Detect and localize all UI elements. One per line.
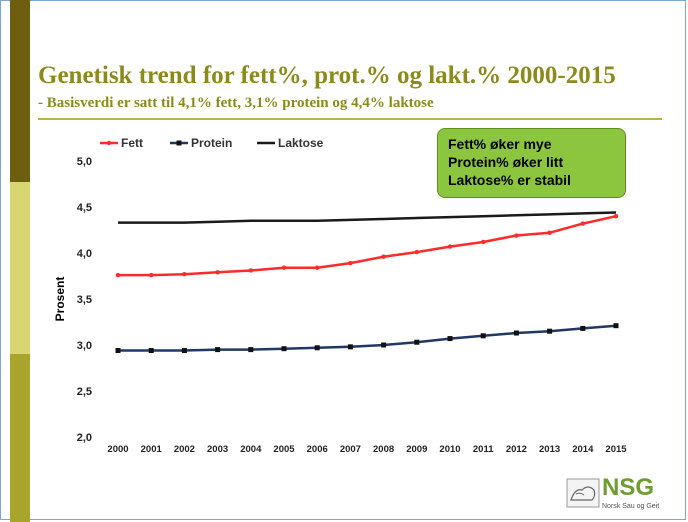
x-tick-label: 2004 [240,444,262,455]
y-tick-label: 3,0 [77,340,92,352]
data-point-protein [215,347,221,353]
data-point-protein [547,328,553,334]
title-divider [38,118,662,120]
callout-line-fett: Fett% øker mye [448,136,552,152]
data-point-protein [347,344,353,350]
data-point-protein [115,348,121,354]
series-line-laktose [118,211,617,224]
y-tick-label: 4,5 [77,202,92,214]
data-point-protein [414,339,420,345]
callout-box: Fett% øker mye Protein% øker litt Laktos… [437,128,626,198]
callout-line-protein: Protein% øker litt [448,154,564,170]
data-point-fett [613,214,619,219]
data-point-fett [547,230,552,235]
data-point-fett [348,260,353,266]
y-tick-label: 2,0 [77,432,92,444]
callout-line-laktose: Laktose% er stabil [448,172,571,188]
data-point-fett [447,244,453,249]
x-tick-label: 2014 [572,444,594,455]
data-point-fett [149,272,154,278]
data-point-fett [381,254,386,259]
x-tick-label: 2007 [340,444,361,455]
series-line-fett [118,214,617,277]
data-point-fett [414,249,419,255]
x-tick-label: 2001 [141,444,163,455]
x-tick-label: 2009 [406,444,427,455]
legend-marker-protein [176,140,182,146]
sidebar-band-bottom [10,354,30,522]
data-point-fett [481,239,486,245]
data-point-fett [115,272,121,278]
x-tick-label: 2015 [605,444,627,455]
legend-label-protein: Protein [191,136,232,150]
x-tick-label: 2003 [207,444,228,455]
data-point-fett [248,268,253,273]
logo-subtext: Norsk Sau og Geit [602,503,660,510]
y-tick-label: 2,5 [77,386,92,398]
data-point-protein [580,325,586,331]
legend-label-laktose: Laktose [278,136,324,150]
data-point-protein [148,348,154,354]
data-point-protein [513,330,519,336]
data-point-fett [182,271,187,277]
x-tick-label: 2000 [107,444,128,455]
y-tick-label: 5,0 [77,156,92,168]
data-point-fett [580,221,585,226]
x-tick-label: 2011 [473,444,494,455]
data-point-protein [314,345,320,351]
x-tick-label: 2002 [174,444,195,455]
x-tick-label: 2008 [373,444,394,455]
sidebar-band-dark [10,0,30,182]
logo-text: NSG [602,474,655,501]
data-point-protein [381,342,387,348]
data-point-protein [181,348,187,354]
y-tick-label: 4,0 [77,248,92,260]
nsg-logo: NSG Norsk Sau og Geit [566,474,686,518]
data-point-protein [613,323,619,329]
data-point-protein [480,333,486,339]
x-tick-label: 2012 [506,444,527,455]
data-point-protein [281,346,287,352]
data-point-fett [514,233,519,238]
data-point-protein [248,347,254,353]
slide-title: Genetisk trend for fett%, prot.% og lakt… [38,62,616,89]
series-line-protein [118,324,617,352]
y-tick-label: 3,5 [77,294,92,306]
goat-sheep-icon [566,478,600,508]
legend-marker-fett [106,140,112,146]
data-point-protein [447,336,453,342]
x-tick-label: 2005 [273,444,295,455]
slide-subtitle: - Basisverdi er satt til 4,1% fett, 3,1%… [38,95,434,111]
sidebar-band-light [10,182,30,354]
legend-label-fett: Fett [121,136,143,150]
data-point-fett [215,270,220,275]
x-tick-label: 2013 [539,444,560,455]
y-axis-label: Prosent [53,277,67,322]
x-tick-label: 2010 [439,444,460,455]
x-tick-label: 2006 [307,444,328,455]
data-point-fett [315,265,320,270]
data-point-fett [281,265,287,270]
